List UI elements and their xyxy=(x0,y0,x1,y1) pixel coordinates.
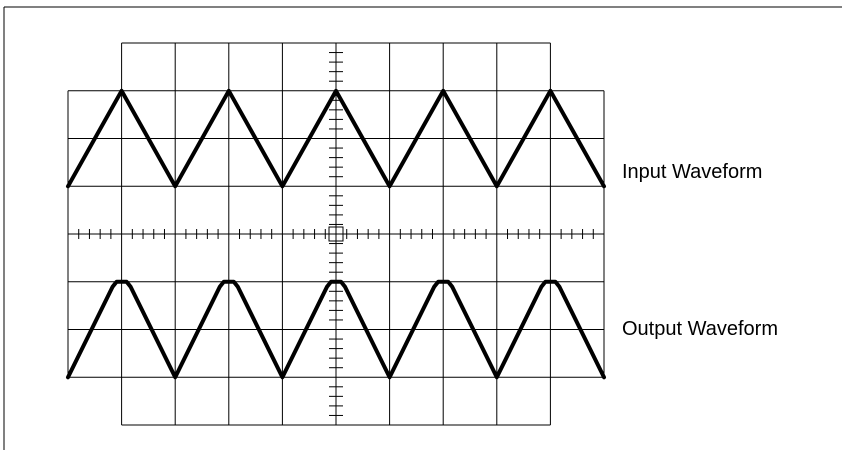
output-waveform-label: Output Waveform xyxy=(622,318,778,340)
outer-frame xyxy=(3,6,842,450)
scope-grid xyxy=(67,42,605,426)
input-waveform xyxy=(66,88,606,189)
output-waveform xyxy=(66,279,606,380)
center-box xyxy=(328,226,344,242)
center-axis-ticks xyxy=(78,52,594,416)
input-waveform-label: Input Waveform xyxy=(622,161,762,183)
